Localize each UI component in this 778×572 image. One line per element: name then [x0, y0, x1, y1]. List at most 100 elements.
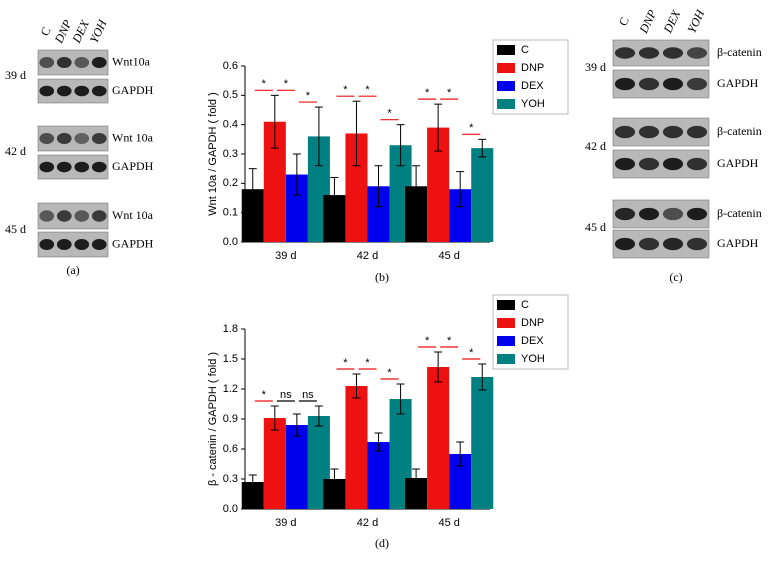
caption: (a) — [66, 263, 79, 277]
blot-band — [56, 57, 72, 68]
bar — [345, 386, 368, 509]
blot-band — [56, 85, 72, 97]
blot-band — [91, 133, 107, 144]
blot-band — [662, 125, 684, 139]
y-axis-title: Wnt 10a / GAPDH ( fold ) — [207, 92, 219, 215]
x-tick-label: 45 d — [438, 517, 459, 529]
bar — [241, 482, 264, 509]
day-label: 39 d — [5, 68, 26, 82]
bar — [367, 186, 390, 242]
blot-band — [56, 161, 72, 173]
y-tick-label: 0.0 — [223, 503, 238, 515]
comparison-label: * — [343, 84, 348, 96]
bar — [263, 121, 286, 242]
comparison-label: * — [469, 122, 474, 134]
protein-label: β-catenin — [717, 206, 762, 220]
blot-band — [662, 47, 684, 59]
legend-label: DNP — [521, 62, 544, 74]
bar — [241, 189, 264, 242]
blot-band — [91, 161, 107, 173]
bar — [471, 377, 494, 509]
blot-band — [56, 239, 72, 250]
y-tick-label: 1.2 — [223, 383, 238, 395]
x-tick-label: 39 d — [275, 250, 296, 262]
lane-label: YOH — [87, 16, 110, 45]
lane-label: DNP — [636, 7, 660, 36]
blot-band — [686, 77, 708, 91]
comparison-label: * — [262, 389, 267, 401]
blot-band — [638, 125, 660, 139]
blot-band — [56, 210, 72, 222]
bar — [285, 425, 308, 509]
x-tick-label: 42 d — [357, 250, 378, 262]
blot-band — [638, 207, 660, 221]
comparison-label: ns — [302, 389, 314, 401]
blot-band — [638, 77, 660, 91]
comparison-label: * — [469, 347, 474, 359]
blot-band — [74, 210, 90, 222]
blot-band — [91, 85, 107, 97]
legend-label: DEX — [521, 335, 544, 347]
caption: (d) — [375, 536, 389, 550]
comparison-label: * — [306, 90, 311, 102]
y-tick-label: 0.6 — [223, 60, 238, 72]
bar — [449, 454, 472, 509]
comparison-label: * — [387, 367, 392, 379]
bar — [323, 195, 346, 242]
protein-label: GAPDH — [717, 236, 759, 250]
y-tick-label: 0.4 — [223, 119, 238, 131]
blot-band — [39, 133, 55, 144]
protein-label: GAPDH — [112, 236, 154, 250]
legend-label: YOH — [521, 353, 545, 365]
bar — [323, 479, 346, 509]
blot-band — [686, 125, 708, 139]
blot-band — [39, 85, 55, 97]
comparison-label: ns — [280, 389, 292, 401]
day-label: 42 d — [5, 144, 26, 158]
x-tick-label: 45 d — [438, 250, 459, 262]
blot-band — [614, 47, 636, 59]
legend-label: C — [521, 299, 529, 311]
blot-band — [74, 85, 90, 97]
y-tick-label: 0.3 — [223, 148, 238, 160]
bar — [285, 174, 308, 242]
blot-band — [614, 77, 636, 91]
blot-band — [74, 133, 90, 144]
protein-label: β-catenin — [717, 124, 762, 138]
lane-label: C — [38, 25, 54, 38]
comparison-label: * — [365, 84, 370, 96]
blot-band — [39, 239, 55, 250]
day-label: 45 d — [585, 220, 606, 234]
bar — [345, 133, 368, 242]
blot-band — [91, 57, 107, 68]
protein-label: Wnt10a — [112, 54, 151, 68]
protein-label: GAPDH — [717, 76, 759, 90]
day-label: 42 d — [585, 139, 606, 153]
blot-band — [91, 239, 107, 250]
comparison-label: * — [284, 78, 289, 90]
bar — [449, 189, 472, 242]
lane-label: DNP — [51, 17, 75, 46]
bar — [471, 148, 494, 242]
blot-band — [56, 133, 72, 144]
legend-swatch — [497, 318, 515, 328]
legend-label: YOH — [521, 98, 545, 110]
y-tick-label: 0.6 — [223, 443, 238, 455]
caption: (c) — [669, 270, 682, 284]
bar — [405, 186, 428, 242]
y-tick-label: 0.0 — [223, 236, 238, 248]
blot-band — [662, 237, 684, 251]
blot-band — [91, 210, 107, 222]
y-tick-label: 0.2 — [223, 177, 238, 189]
legend-label: DEX — [521, 80, 544, 92]
day-label: 45 d — [5, 222, 26, 236]
blot-band — [39, 57, 55, 68]
comparison-label: * — [447, 87, 452, 99]
blot-band — [614, 207, 636, 221]
blot-band — [614, 125, 636, 139]
comparison-label: * — [387, 108, 392, 120]
blot-band — [638, 237, 660, 251]
comparison-label: * — [425, 87, 430, 99]
